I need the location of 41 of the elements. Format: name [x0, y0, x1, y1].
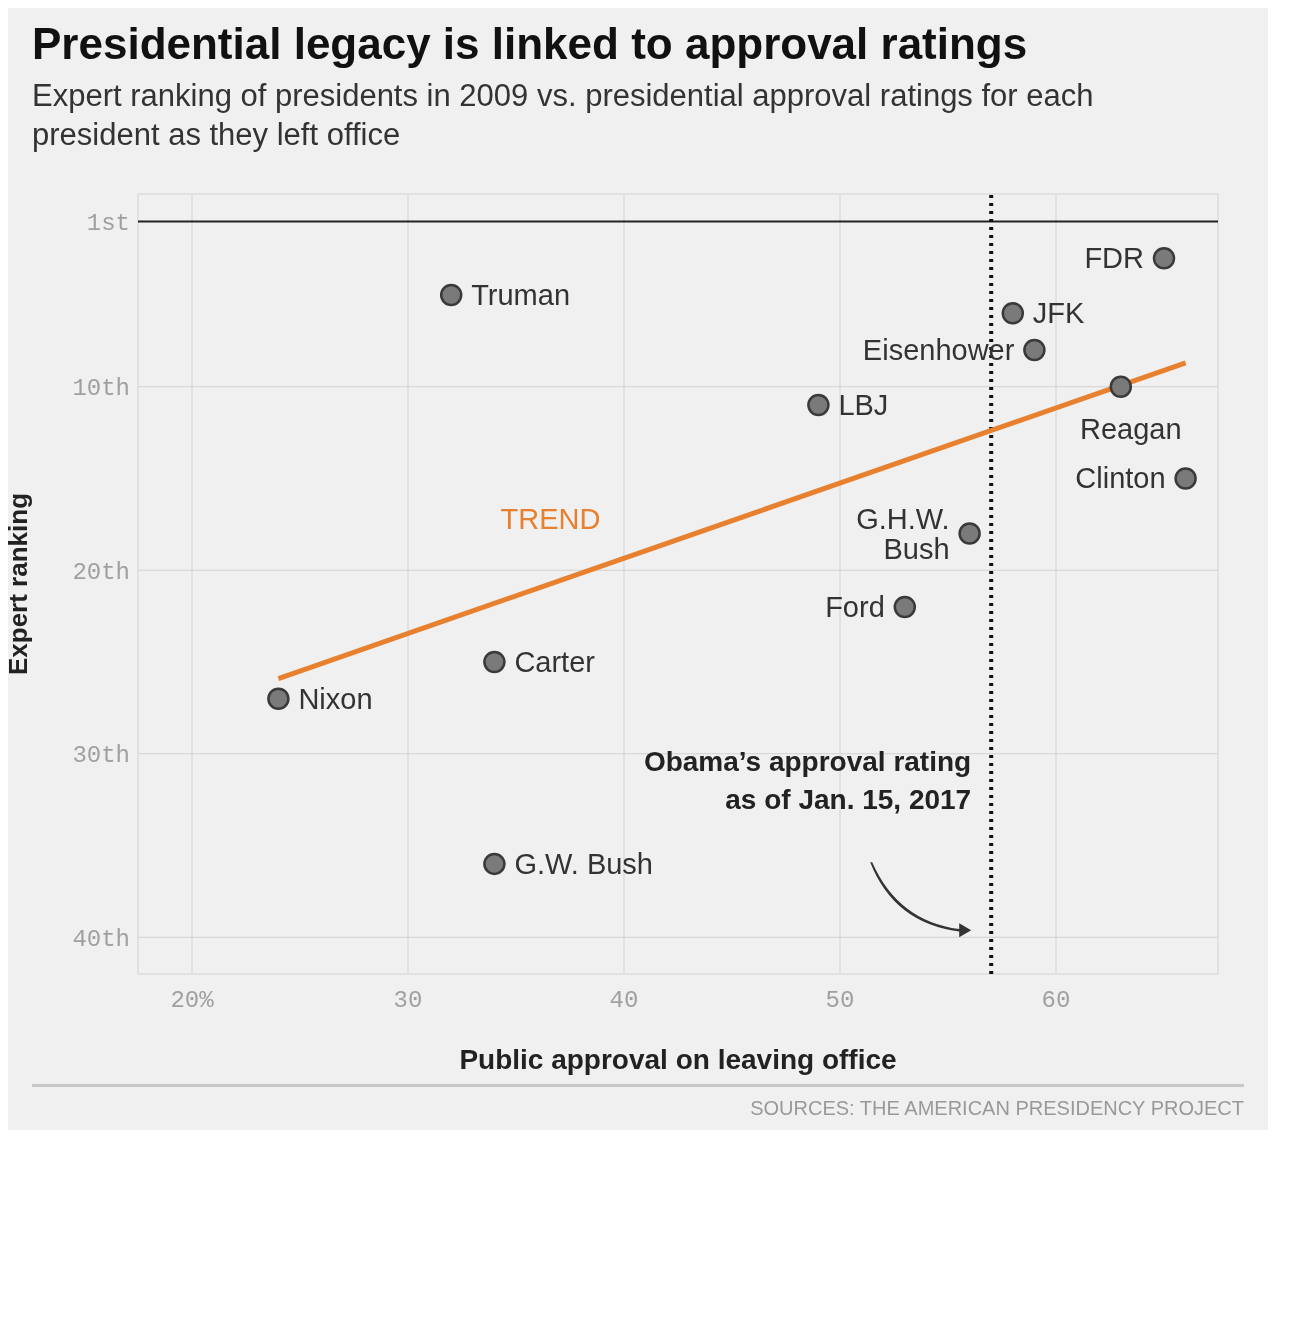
series-label: TREND	[500, 503, 601, 536]
point	[1174, 467, 1197, 491]
y-axis-title: Expert ranking	[3, 493, 34, 676]
annotation: Nixon	[298, 683, 373, 715]
annotation: Ford	[825, 591, 885, 624]
point	[267, 687, 290, 711]
x-tick-label: 60	[1041, 987, 1071, 1015]
point	[958, 522, 981, 546]
annotation: LBJ	[838, 389, 889, 422]
point	[1023, 339, 1046, 362]
ref-line-label: Obama’s approval rating as of Jan. 15, 2017	[643, 746, 972, 816]
point	[807, 394, 830, 417]
point	[439, 283, 463, 307]
annotation: G.H.W. Bush	[856, 502, 950, 565]
chart-title: Presidential legacy is linked to approval ratings	[32, 18, 1029, 70]
x-axis-title: Public approval on leaving office	[459, 1044, 897, 1076]
x-tick-label: 30	[393, 987, 423, 1015]
y-tick-label: 20th	[72, 559, 130, 587]
point	[893, 595, 917, 619]
point	[483, 852, 506, 876]
annotation: Clinton	[1075, 462, 1166, 495]
annotation: JFK	[1032, 297, 1086, 330]
annotation: Eisenhower	[862, 334, 1015, 367]
point	[1001, 302, 1025, 325]
annotation: Carter	[514, 646, 596, 679]
annotation: Reagan	[1080, 413, 1182, 445]
y-tick-label: 1st	[86, 210, 130, 238]
source-note: SOURCES: THE AMERICAN PRESIDENCY PROJECT	[749, 1097, 1244, 1121]
y-tick-label: 10th	[72, 375, 130, 403]
point	[1152, 247, 1176, 270]
y-tick-label: 40th	[72, 926, 130, 954]
chart-subtitle: Expert ranking of presidents in 2009 vs. presidential approval ratings for each president as they left office	[32, 76, 1095, 154]
annotation: Truman	[471, 279, 571, 312]
annotation: FDR	[1084, 242, 1144, 275]
y-tick-label: 30th	[72, 742, 130, 770]
x-tick-label: 40	[609, 987, 639, 1015]
annotation: G.W. Bush	[514, 848, 654, 881]
point	[1109, 375, 1133, 399]
point	[483, 651, 506, 674]
x-tick-label: 20%	[170, 987, 215, 1015]
x-tick-label: 50	[825, 987, 855, 1015]
